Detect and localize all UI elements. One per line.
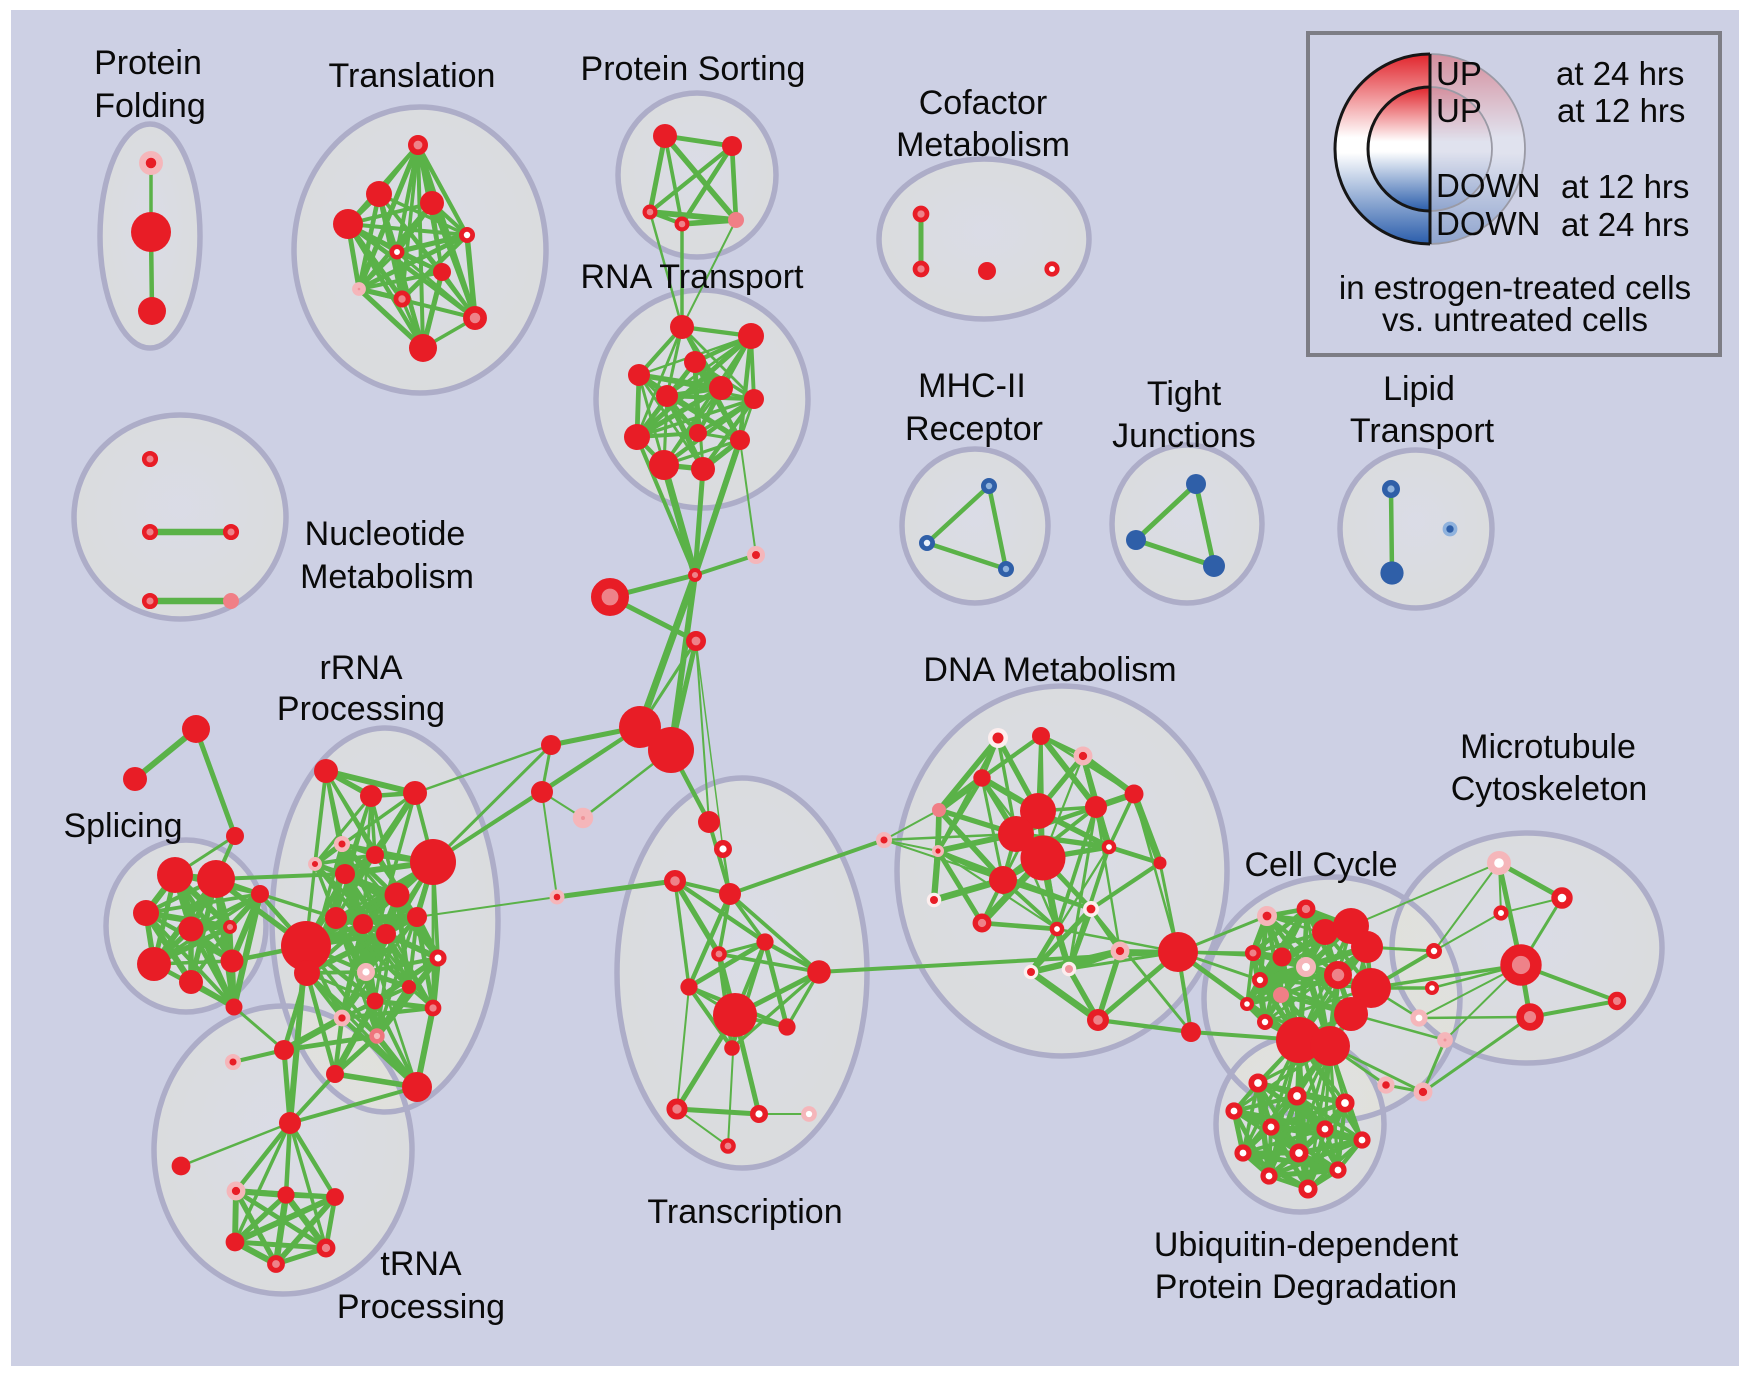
svg-text:at 12 hrs: at 12 hrs — [1561, 168, 1689, 205]
svg-text:Cytoskeleton: Cytoskeleton — [1451, 770, 1648, 808]
svg-text:tRNA: tRNA — [380, 1245, 462, 1283]
svg-text:Ubiquitin-dependent: Ubiquitin-dependent — [1154, 1226, 1459, 1264]
svg-text:at 12 hrs: at 12 hrs — [1557, 92, 1685, 129]
svg-text:Transport: Transport — [1350, 412, 1495, 450]
svg-text:vs. untreated cells: vs. untreated cells — [1382, 301, 1648, 338]
svg-text:Microtubule: Microtubule — [1460, 728, 1636, 766]
svg-text:Cell Cycle: Cell Cycle — [1244, 846, 1397, 884]
svg-text:MHC-II: MHC-II — [918, 367, 1026, 405]
svg-text:Cofactor: Cofactor — [919, 84, 1048, 122]
svg-text:Tight: Tight — [1147, 375, 1222, 413]
svg-text:Protein Sorting: Protein Sorting — [581, 50, 806, 88]
svg-text:at 24 hrs: at 24 hrs — [1561, 206, 1689, 243]
svg-text:Receptor: Receptor — [905, 410, 1043, 448]
svg-text:in estrogen-treated cells: in estrogen-treated cells — [1339, 269, 1691, 306]
svg-text:Protein Degradation: Protein Degradation — [1155, 1268, 1457, 1306]
svg-text:Translation: Translation — [329, 57, 496, 95]
svg-text:Processing: Processing — [277, 690, 445, 728]
svg-text:Folding: Folding — [94, 87, 206, 125]
svg-text:rRNA: rRNA — [319, 649, 402, 687]
svg-text:at 24 hrs: at 24 hrs — [1556, 55, 1684, 92]
svg-text:Nucleotide: Nucleotide — [305, 515, 466, 553]
svg-text:Metabolism: Metabolism — [300, 558, 474, 596]
svg-text:Metabolism: Metabolism — [896, 126, 1070, 164]
svg-text:UP: UP — [1436, 55, 1482, 92]
svg-text:Protein: Protein — [94, 44, 202, 82]
svg-text:DOWN: DOWN — [1436, 167, 1540, 204]
svg-text:DOWN: DOWN — [1436, 205, 1540, 242]
svg-text:DNA Metabolism: DNA Metabolism — [923, 651, 1176, 689]
svg-text:UP: UP — [1436, 92, 1482, 129]
svg-text:Splicing: Splicing — [63, 807, 182, 845]
svg-text:Transcription: Transcription — [647, 1193, 842, 1231]
svg-text:Processing: Processing — [337, 1288, 505, 1326]
svg-text:Junctions: Junctions — [1112, 417, 1256, 455]
svg-text:Lipid: Lipid — [1383, 370, 1455, 408]
svg-text:RNA Transport: RNA Transport — [581, 258, 805, 296]
